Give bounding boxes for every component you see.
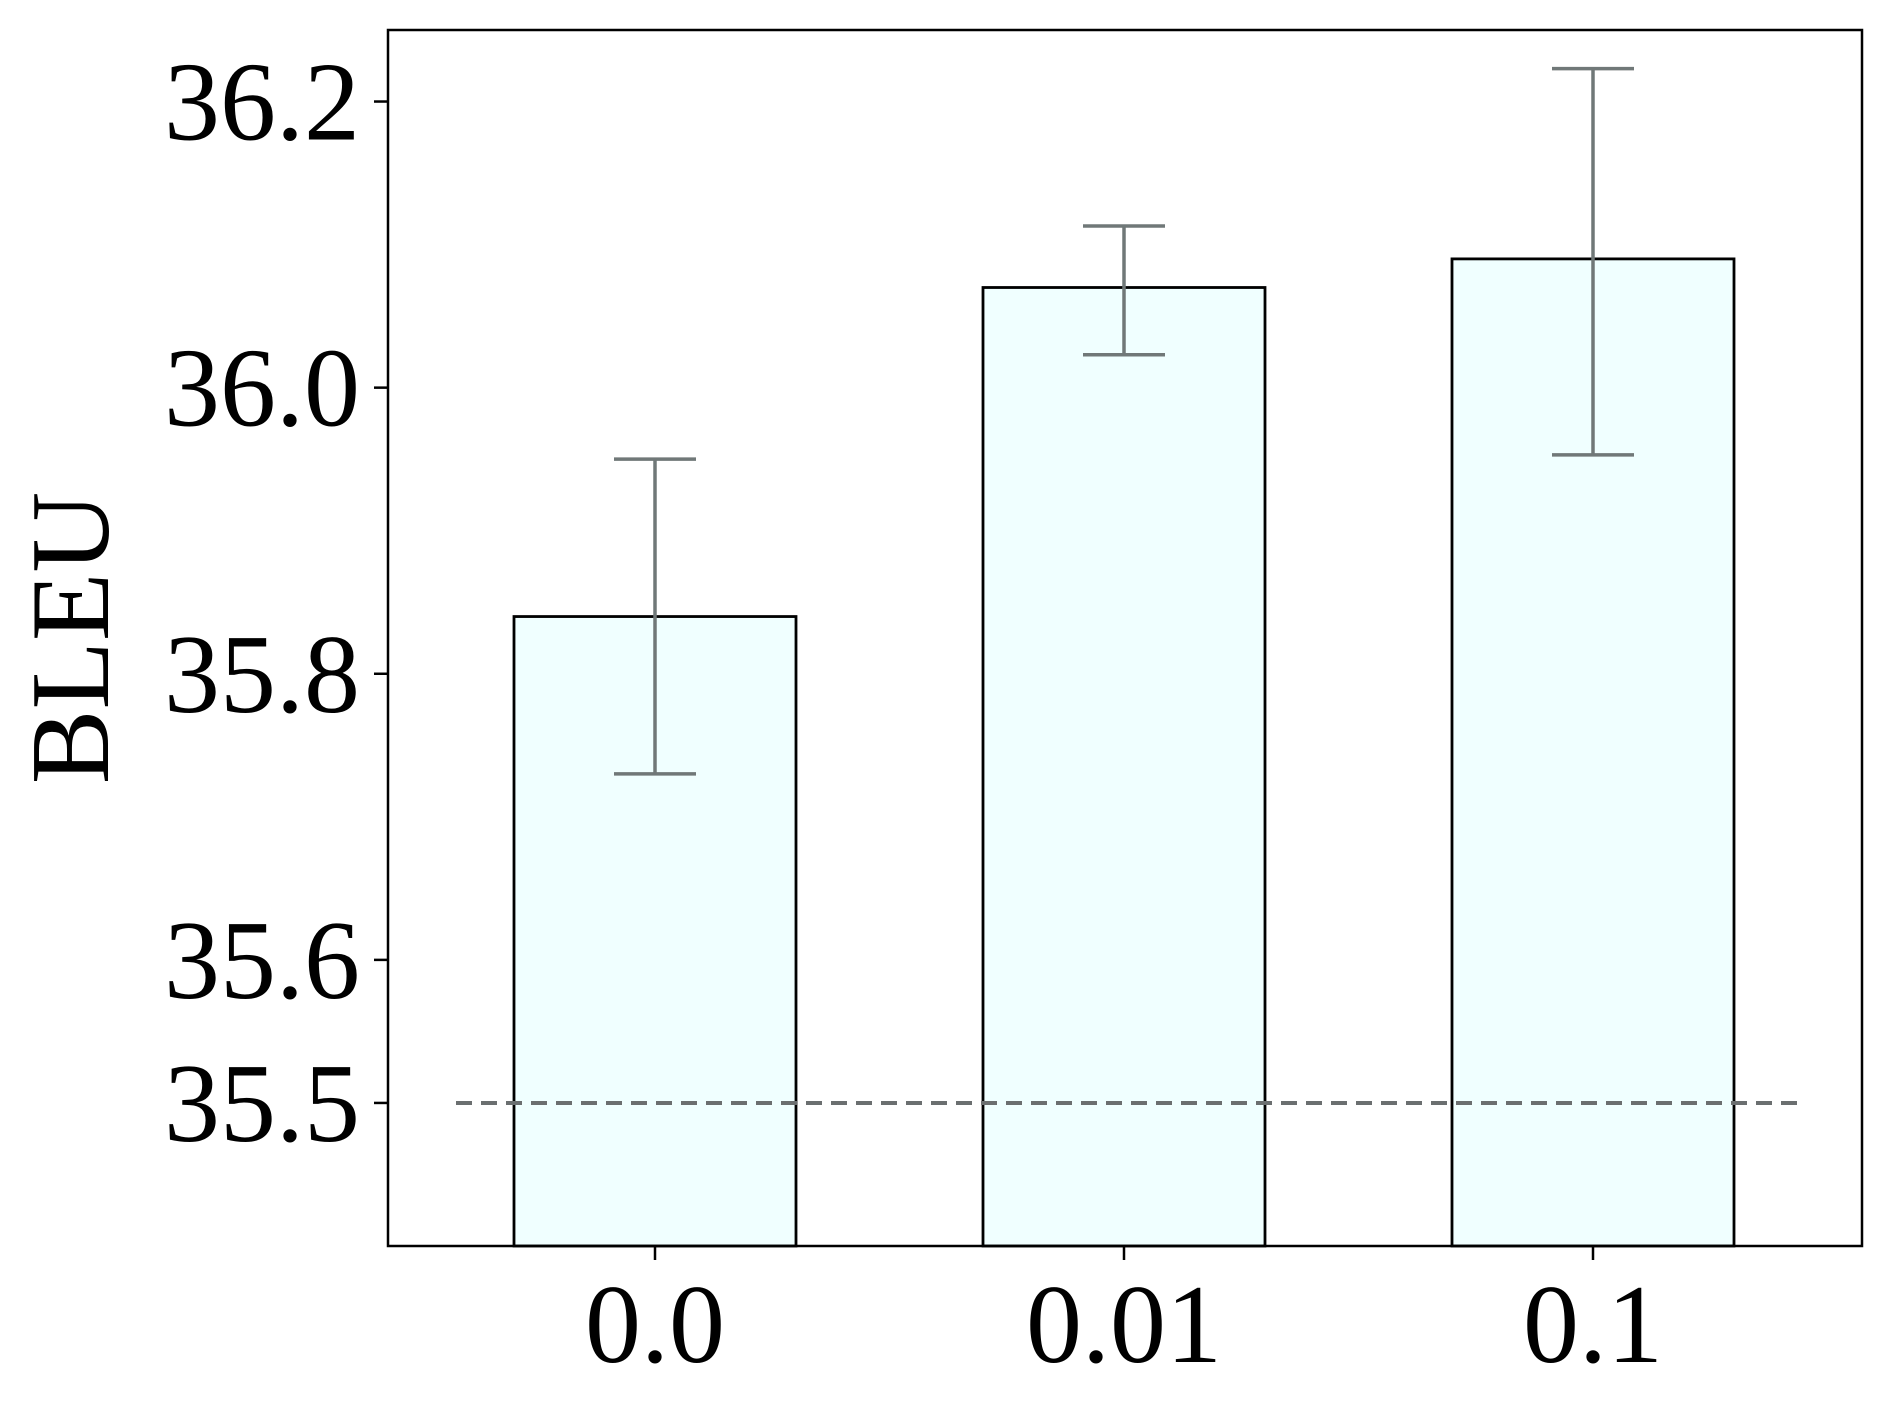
y-axis: 35.5 35.6 35.8 36.0 36.2 bbox=[164, 41, 388, 1166]
y-tick-label: 36.2 bbox=[164, 41, 360, 165]
x-tick-label: 0.01 bbox=[1026, 1263, 1222, 1387]
bar-0.01 bbox=[981, 286, 1267, 1248]
x-tick-label: 0.1 bbox=[1523, 1263, 1663, 1387]
y-axis-title: BLEU bbox=[9, 492, 133, 784]
x-axis: 0.0 0.01 0.1 bbox=[585, 1246, 1663, 1387]
error-bar-0.01 bbox=[1083, 224, 1165, 357]
y-tick-label: 36.0 bbox=[164, 327, 360, 451]
x-tick-label: 0.0 bbox=[585, 1263, 725, 1387]
error-bar-0.0 bbox=[614, 457, 696, 776]
error-bars-layer bbox=[614, 66, 1634, 776]
error-bar-0.1 bbox=[1552, 66, 1634, 457]
y-tick-label: 35.6 bbox=[164, 899, 360, 1023]
y-tick-label: 35.5 bbox=[164, 1042, 360, 1166]
y-tick-label: 35.8 bbox=[164, 613, 360, 737]
